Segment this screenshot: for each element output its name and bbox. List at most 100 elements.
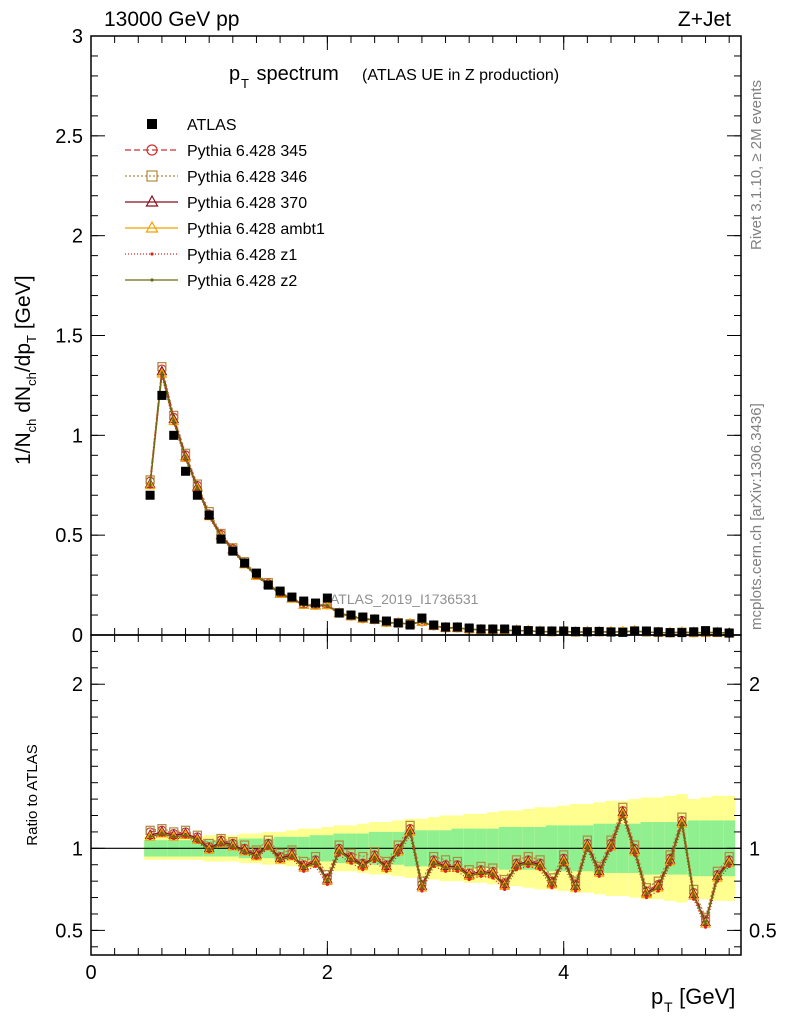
ratio-point-pythia-6-428-z2: [479, 871, 483, 875]
data-point: [594, 626, 604, 636]
ratio-point-pythia-6-428-z2: [420, 886, 424, 890]
chart-title: p T spectrum (ATLAS UE in Z production): [229, 63, 559, 91]
data-point: [216, 534, 226, 544]
data-point: [322, 593, 332, 603]
ratio-line-pythia-6-428-346: [150, 805, 730, 920]
title-sub: T: [241, 76, 249, 91]
ratio-point-pythia-6-428-346: [429, 851, 439, 862]
ratio-point-pythia-6-428-z2: [408, 830, 412, 834]
ratio-point-pythia-6-428-z1: [443, 869, 448, 873]
ratio-point-pythia-6-428-z2: [656, 886, 660, 890]
data-point: [263, 580, 273, 590]
legend-label: Pythia 6.428 370: [187, 195, 307, 212]
legend-label: Pythia 6.428 ambt1: [187, 221, 325, 238]
ratio-point-pythia-6-428-z1: [727, 864, 731, 868]
ratio-point-pythia-6-428-z1: [491, 876, 495, 880]
ratio-point-pythia-6-428-z1: [703, 925, 708, 929]
ratio-point-pythia-6-428-z2: [562, 859, 566, 864]
ratio-point-pythia-6-428-z2: [302, 866, 306, 870]
data-point: [500, 624, 510, 634]
ratio-point-pythia-6-428-z2: [183, 833, 188, 837]
ratio-tick-label-right: 1: [749, 838, 760, 860]
ratio-tick-label: 0.5: [55, 920, 83, 942]
series-point-pythia-6-428-ambt1: [144, 479, 156, 490]
legend-marker: [150, 278, 154, 282]
ratio-point-pythia-6-428-z2: [243, 850, 247, 854]
legend-marker: [145, 194, 159, 207]
series-point-pythia-6-428-z2: [172, 419, 176, 423]
data-point: [689, 627, 699, 637]
data-point: [228, 546, 238, 556]
x-label-unit: [GeV]: [673, 984, 735, 1009]
legend-label: Pythia 6.428 345: [187, 143, 307, 160]
data-point: [405, 620, 415, 630]
data-point: [452, 622, 462, 632]
ratio-point-pythia-6-428-346: [511, 855, 522, 865]
y-tick-label: 3: [72, 26, 83, 48]
ratio-point-pythia-6-428-z1: [467, 877, 471, 882]
ratio-tick-label-right: 2: [749, 674, 760, 696]
ratio-point-pythia-6-428-z2: [680, 822, 684, 826]
y-tick-label: 1: [72, 425, 83, 447]
legend-entry: Pythia 6.428 346: [125, 169, 307, 186]
ratio-point-pythia-6-428-z2: [609, 845, 613, 849]
legend-marker: [145, 220, 159, 233]
ratio-point-pythia-6-428-z2: [538, 864, 542, 868]
ratio-point-pythia-6-428-z1: [420, 889, 424, 893]
title-note: (ATLAS UE in Z production): [362, 67, 559, 84]
ratio-point-pythia-6-428-346: [145, 825, 155, 835]
ratio-point-pythia-6-428-346: [476, 861, 486, 871]
legend: ATLAS Pythia 6.428 345 Pythia 6.428 346 Pyt…: [125, 117, 325, 290]
ratio-point-pythia-6-428-346: [523, 851, 533, 862]
series-point-pythia-6-428-z2: [325, 603, 329, 608]
legend-marker: [146, 170, 158, 182]
ratio-point-pythia-6-428-346: [299, 856, 309, 867]
ratio-frame: [90, 634, 742, 956]
ratio-point-pythia-6-428-z1: [325, 882, 329, 887]
legend-entry: Pythia 6.428 ambt1: [125, 220, 325, 238]
ratio-point-pythia-6-428-346: [346, 848, 356, 858]
y-tick-label: 2: [72, 226, 83, 248]
ratio-point-pythia-6-428-z1: [302, 869, 306, 873]
data-point: [240, 558, 250, 568]
main-plot: 0 0.5 1 1.5 2 2.5 3: [55, 26, 742, 647]
data-point: [618, 627, 628, 637]
ratio-point-pythia-6-428-346: [334, 840, 344, 850]
data-point: [441, 622, 451, 632]
x-tick-label: 2: [322, 962, 333, 984]
ratio-point-pythia-6-428-z2: [396, 850, 400, 854]
ratio-point-pythia-6-428-346: [488, 863, 498, 873]
ratio-point-pythia-6-428-z2: [503, 884, 507, 888]
ratio-point-pythia-6-428-z1: [550, 886, 554, 890]
data-point: [547, 626, 557, 636]
y-tick-label: 1.5: [55, 326, 83, 348]
ratio-point-pythia-6-428-346: [310, 851, 321, 862]
rivet-label: Rivet 3.1.10, ≥ 2M events: [748, 80, 765, 250]
data-point: [334, 608, 344, 618]
y-axis-label: 1/Nch dNch/dpT [GeV]: [12, 275, 39, 465]
ratio-point-pythia-6-428-z1: [373, 859, 377, 864]
data-point: [299, 596, 309, 606]
analysis-label: ATLAS_2019_I1736531: [330, 591, 479, 607]
ratio-point-pythia-6-428-z2: [266, 845, 270, 849]
x-axis-label: p T [GeV]: [651, 984, 735, 1015]
ratio-point-pythia-6-428-z2: [160, 831, 164, 836]
ratio-point-pythia-6-428-346: [370, 847, 380, 857]
legend-marker-data: [147, 119, 157, 129]
ratio-tick-label: 2: [72, 674, 83, 696]
ratio-point-pythia-6-428-z2: [514, 864, 519, 868]
series-point-pythia-6-428-z2: [160, 372, 164, 376]
ratio-point-pythia-6-428-346: [677, 812, 687, 822]
ratio-point-pythia-6-428-z2: [207, 848, 211, 852]
data-point: [381, 616, 391, 626]
ratio-point-pythia-6-428-z2: [172, 835, 176, 839]
ratio-point-pythia-6-428-346: [240, 840, 250, 850]
ratio-point-pythia-6-428-z2: [467, 874, 471, 878]
ratio-point-pythia-6-428-z2: [715, 876, 719, 880]
ratio-point-pythia-6-428-z1: [349, 861, 353, 865]
ratio-point-pythia-6-428-z2: [585, 845, 589, 849]
ratio-point-pythia-6-428-z2: [692, 894, 696, 898]
data-point: [370, 614, 380, 624]
ratio-point-pythia-6-428-346: [287, 845, 297, 855]
ratio-point-pythia-6-428-z1: [503, 887, 507, 891]
